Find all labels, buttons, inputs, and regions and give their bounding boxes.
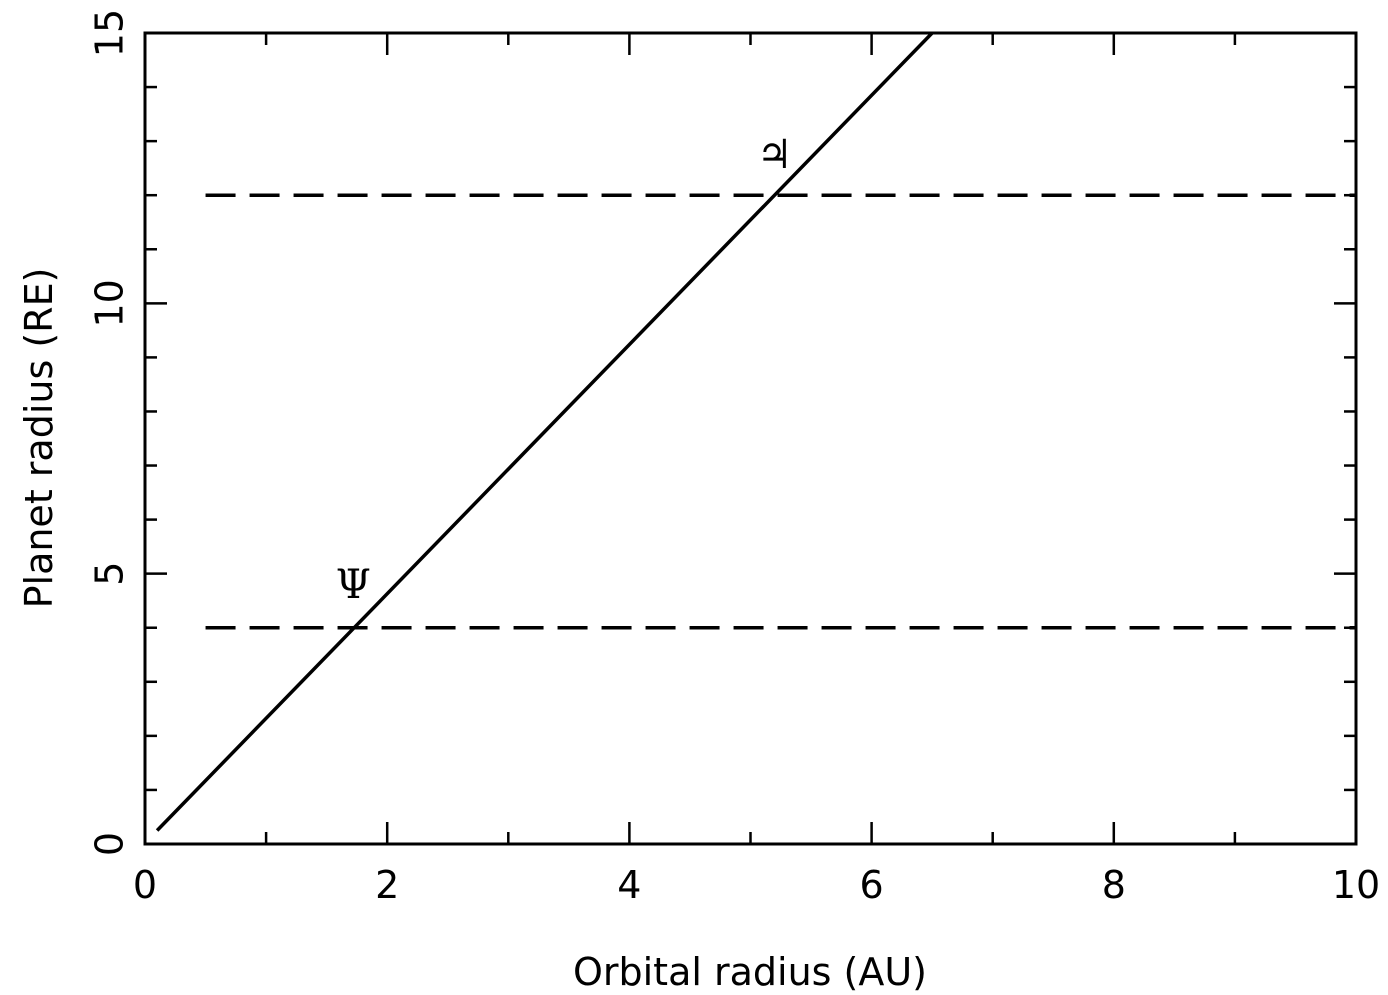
x-tick-label: 2 xyxy=(375,863,399,907)
x-tick-label: 0 xyxy=(133,863,157,907)
x-axis-label: Orbital radius (AU) xyxy=(573,950,927,994)
solid-line-0 xyxy=(155,31,934,832)
plot-frame xyxy=(143,31,1358,846)
axis-ticks xyxy=(143,31,1358,846)
neptune-symbol: Ψ xyxy=(336,562,371,608)
x-tick-label: 10 xyxy=(1332,863,1380,907)
y-tick-label: 15 xyxy=(88,9,132,57)
y-axis-label: Planet radius (RE) xyxy=(17,268,61,609)
x-tick-label: 4 xyxy=(617,863,641,907)
x-tick-label: 6 xyxy=(860,863,884,907)
x-tick-label: 8 xyxy=(1102,863,1126,907)
tick-labels: 0 2 4 6 8 10 0 5 10 15 xyxy=(88,9,1381,907)
jupiter-symbol: ♃ xyxy=(757,132,793,178)
y-tick-label: 10 xyxy=(88,279,132,327)
y-tick-label: 5 xyxy=(88,562,132,586)
annotations: Ψ♃ xyxy=(336,132,793,608)
series-group xyxy=(155,31,1356,832)
y-tick-label: 0 xyxy=(88,832,132,856)
